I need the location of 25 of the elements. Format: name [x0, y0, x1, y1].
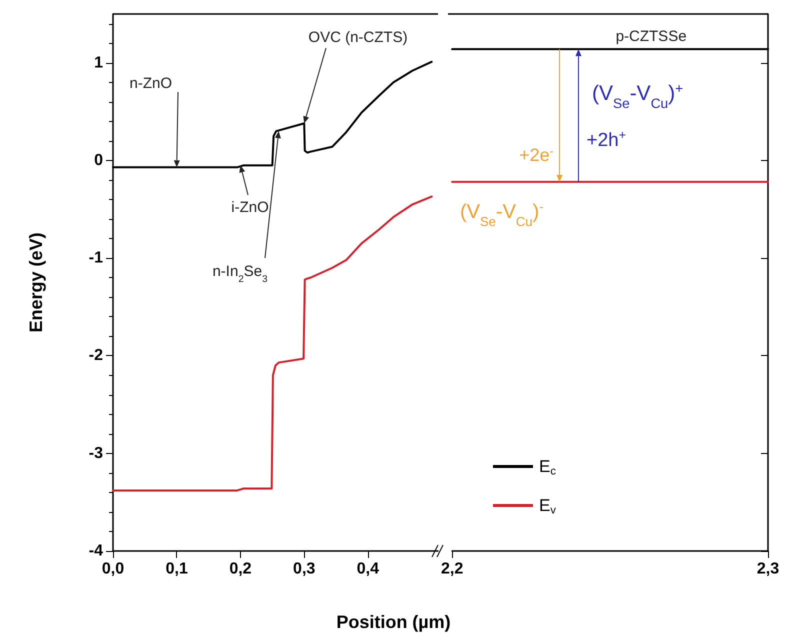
annotation: (V$_{Se}$-V$_{Cu}$)$^{-}$ — [460, 198, 544, 228]
y-tick-label: -1 — [88, 250, 104, 267]
annotation: p-CZTSSe — [616, 28, 687, 46]
annotation: (V$_{Se}$-V$_{Cu}$)$^{+}$ — [592, 80, 684, 110]
annotation: +2e$^{-}$ — [519, 144, 554, 165]
x-tick-label: 0,4 — [356, 560, 380, 578]
x-tick-label: 2,2 — [440, 560, 464, 578]
annotation: n-ZnO — [129, 75, 172, 92]
annotation: +2h$^{+}$ — [586, 128, 626, 151]
line-series — [112, 196, 433, 492]
y-tick-label: -3 — [88, 444, 104, 462]
y-axis-title: Energy (eV) — [26, 232, 46, 333]
x-axis-title: Position (µm) — [336, 612, 451, 632]
x-tick-label: 0,0 — [102, 560, 124, 578]
annotation: n-In$_{2}$Se$_{3}$ — [212, 263, 268, 284]
annotation: i-ZnO — [231, 199, 269, 216]
x-tick-label: 0,2 — [229, 560, 252, 578]
x-tick-label: 2,3 — [756, 560, 780, 578]
y-tick-label: -2 — [88, 347, 104, 364]
y-tick-label: 1 — [94, 54, 104, 72]
x-tick-label: 0,3 — [293, 560, 316, 578]
annotation: OVC (n-CZTS) — [308, 29, 408, 46]
y-tick-label: -4 — [88, 542, 104, 560]
x-tick-label: 0,1 — [166, 560, 188, 578]
y-tick-label: 0 — [94, 152, 104, 169]
